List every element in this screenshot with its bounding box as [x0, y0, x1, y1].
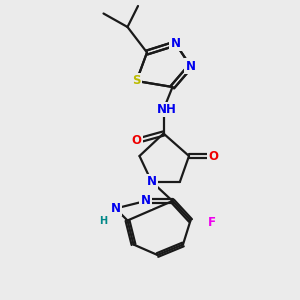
- Text: N: N: [170, 37, 181, 50]
- Text: N: N: [110, 202, 121, 215]
- Text: O: O: [208, 149, 218, 163]
- Text: F: F: [208, 215, 215, 229]
- Text: N: N: [140, 194, 151, 208]
- Text: NH: NH: [157, 103, 176, 116]
- Text: N: N: [146, 175, 157, 188]
- Text: O: O: [131, 134, 142, 148]
- Text: N: N: [185, 59, 196, 73]
- Text: S: S: [132, 74, 141, 88]
- Text: H: H: [99, 215, 108, 226]
